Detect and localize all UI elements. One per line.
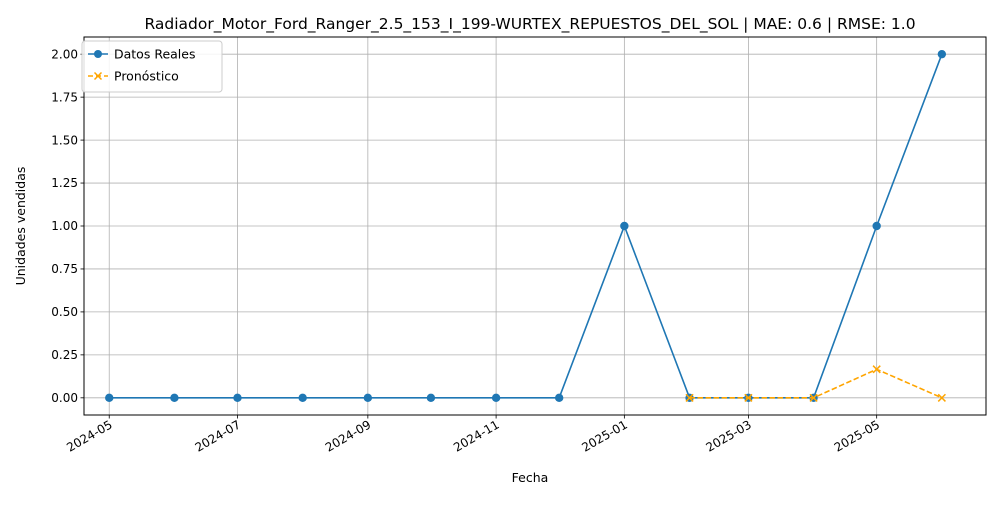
y-tick-label: 1.50 xyxy=(51,133,78,147)
legend-label-pronostico: Pronóstico xyxy=(114,69,179,84)
data-point-pronostico xyxy=(937,393,946,402)
data-point-datos-reales xyxy=(620,221,629,231)
legend-box xyxy=(81,40,223,93)
y-tick-label: 1.25 xyxy=(51,176,78,190)
legend: Datos Reales Pronóstico xyxy=(81,40,223,93)
data-point-pronostico xyxy=(744,393,753,402)
grid xyxy=(84,37,986,415)
legend-marker-pronostico xyxy=(93,71,103,81)
data-point-datos-reales xyxy=(491,393,501,403)
data-point-datos-reales xyxy=(105,393,114,403)
data-point-datos-reales xyxy=(170,393,179,403)
y-tick-label: 1.00 xyxy=(51,219,78,233)
data-point-pronostico xyxy=(809,393,818,402)
data-point-datos-reales xyxy=(298,393,307,403)
y-tick-label: 0.00 xyxy=(51,391,78,405)
chart-title: Radiador_Motor_Ford_Ranger_2.5_153_I_199… xyxy=(144,15,915,34)
y-tick-label: 0.50 xyxy=(51,305,78,319)
data-point-pronostico xyxy=(685,393,694,402)
legend-marker-datos-reales xyxy=(94,50,102,58)
x-axis-label: Fecha xyxy=(512,470,549,485)
series-layer xyxy=(105,49,947,403)
y-tick-label: 2.00 xyxy=(51,47,78,61)
data-point-datos-reales xyxy=(426,393,436,403)
y-axis-label: Unidades vendidas xyxy=(13,167,28,286)
data-point-datos-reales xyxy=(233,393,242,403)
data-point-datos-reales xyxy=(937,49,947,59)
data-point-pronostico xyxy=(872,365,881,374)
data-point-datos-reales xyxy=(363,393,373,403)
y-axis: 0.00 0.25 0.50 0.75 1.00 1.25 1.50 1.75 2.00 xyxy=(51,47,84,405)
data-point-datos-reales xyxy=(872,221,881,231)
y-tick-label: 1.75 xyxy=(51,90,78,104)
data-point-datos-reales xyxy=(554,393,564,403)
y-tick-label: 0.25 xyxy=(51,348,78,362)
y-tick-label: 0.75 xyxy=(51,262,78,276)
legend-label-datos-reales: Datos Reales xyxy=(114,47,195,62)
